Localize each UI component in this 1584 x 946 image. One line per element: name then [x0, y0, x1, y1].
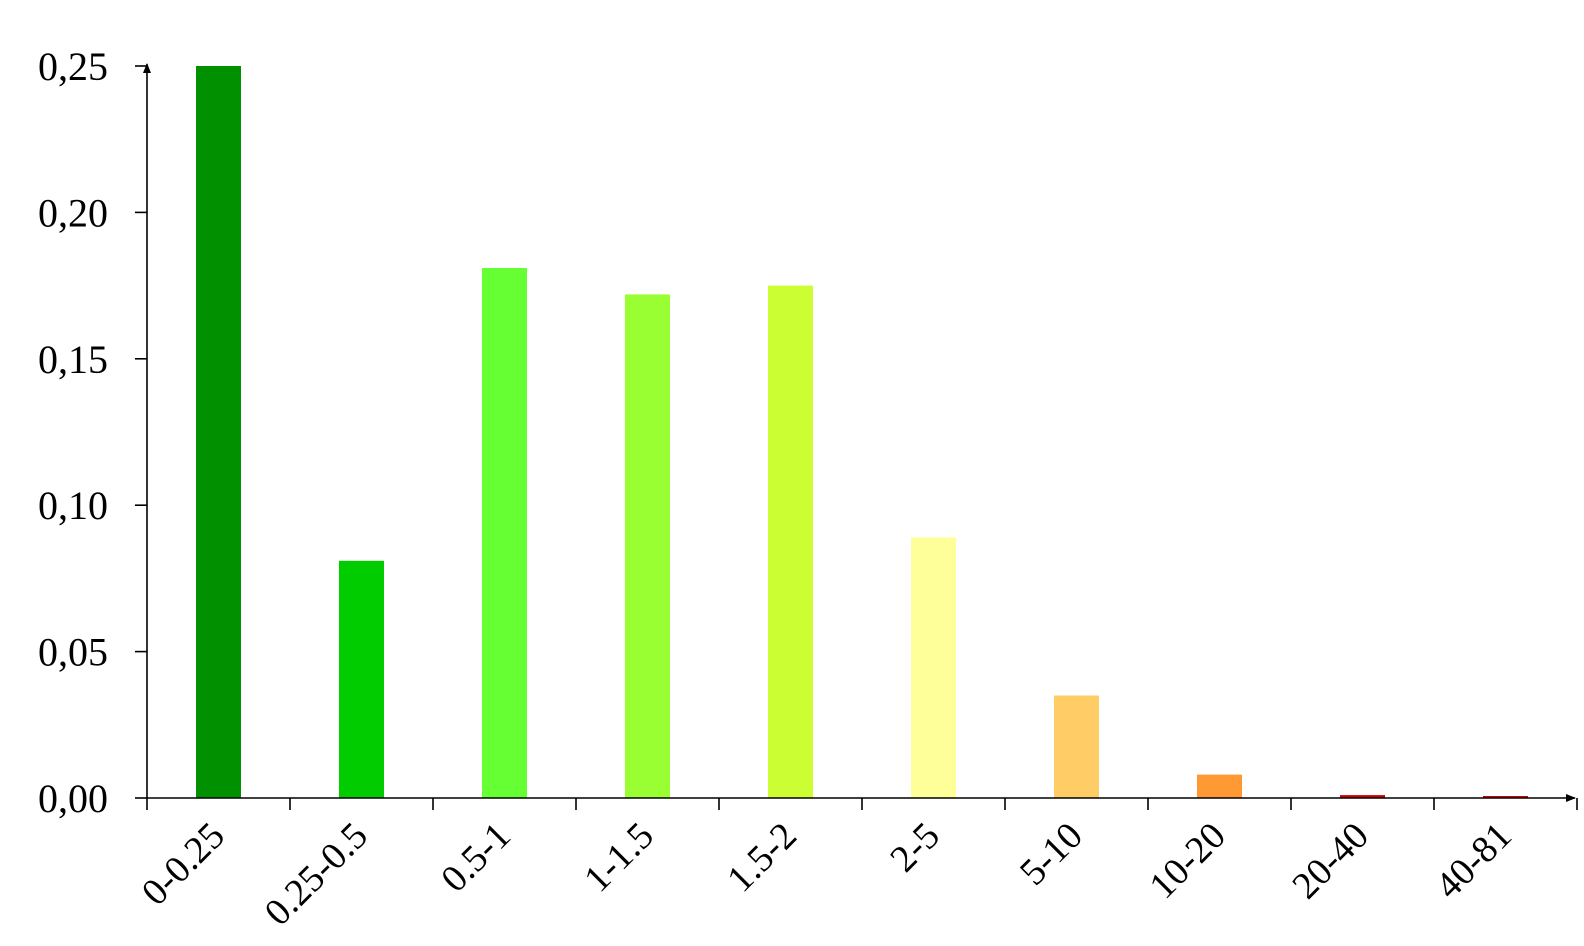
y-tick-label: 0,05	[38, 630, 108, 675]
bar-2-5	[911, 537, 956, 798]
y-tick-label: 0,25	[38, 44, 108, 89]
y-tick-label: 0,00	[38, 776, 108, 821]
x-tick-label: 1.5-2	[719, 815, 805, 901]
bar-1.5-2	[768, 285, 813, 799]
x-tick-label: 5-10	[1012, 815, 1091, 894]
x-tick-label: 0-0.25	[134, 815, 233, 914]
bar-0.5-1	[482, 268, 527, 798]
y-tick-label: 0,15	[38, 337, 108, 382]
x-tick-label: 2-5	[882, 815, 948, 881]
axes-layer	[135, 63, 1578, 810]
bar-40-81	[1483, 796, 1528, 798]
x-tick-label: 0.25-0.5	[257, 815, 376, 934]
y-tick-label: 0,10	[38, 483, 108, 528]
bar-10-20	[1197, 774, 1242, 798]
x-tick-label: 0.5-1	[433, 815, 519, 901]
bar-1-1.5	[625, 294, 670, 798]
bar-5-10	[1054, 695, 1099, 798]
y-tick-label: 0,20	[38, 190, 108, 235]
x-tick-label: 10-20	[1141, 815, 1233, 907]
bars-layer	[196, 66, 1528, 799]
bar-0-0.25	[196, 66, 241, 798]
bar-20-40	[1340, 795, 1385, 798]
x-tick-label: 40-81	[1427, 815, 1519, 907]
bar-0.25-0.5	[339, 560, 384, 798]
x-tick-label: 1-1.5	[576, 815, 662, 901]
x-tick-label: 20-40	[1284, 815, 1376, 907]
